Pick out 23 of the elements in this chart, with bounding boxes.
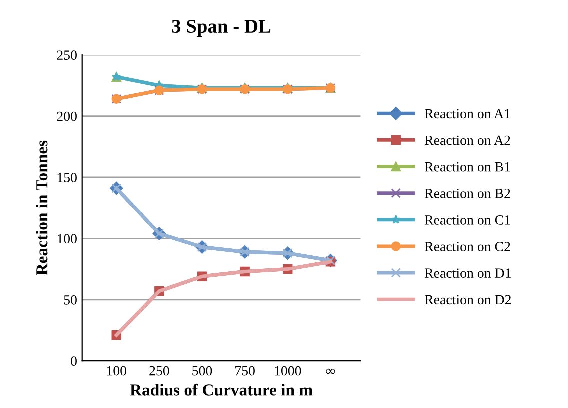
y-tick-label: 200 bbox=[57, 112, 77, 122]
legend-label: Reaction on D2 bbox=[424, 295, 511, 305]
legend-label: Reaction on D1 bbox=[424, 268, 511, 278]
chart-title: 3 Span - DL bbox=[172, 20, 271, 37]
y-tick-label: 0 bbox=[71, 356, 77, 366]
y-tick-label: 50 bbox=[64, 295, 77, 305]
legend-label: Reaction on C2 bbox=[424, 242, 510, 252]
y-tick-label: 150 bbox=[58, 173, 77, 182]
legend-label: Reaction on B2 bbox=[424, 188, 510, 198]
x-tick-label: ∞ bbox=[326, 368, 336, 374]
x-tick-label: 500 bbox=[192, 366, 212, 376]
x-tick-label: 100 bbox=[107, 366, 126, 376]
legend-label: Reaction on B1 bbox=[424, 162, 510, 172]
x-tick-label: 250 bbox=[150, 366, 170, 376]
y-tick-label: 250 bbox=[57, 50, 77, 60]
x-tick-label: 1000 bbox=[275, 366, 302, 376]
x-axis-title: Radius of Curvature in m bbox=[130, 384, 313, 396]
legend-label: Reaction on A1 bbox=[424, 109, 510, 119]
x-tick-label: 750 bbox=[236, 366, 255, 376]
y-tick-label: 100 bbox=[58, 234, 77, 244]
legend-label: Reaction on A2 bbox=[424, 136, 510, 146]
y-axis-title: Reaction in Tonnes bbox=[36, 140, 48, 276]
legend-label: Reaction on C1 bbox=[424, 216, 510, 225]
